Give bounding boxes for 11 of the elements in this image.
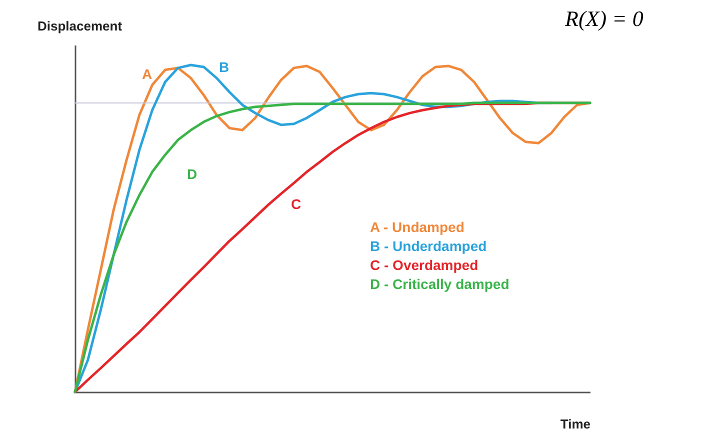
text: A - Undamped — [370, 219, 464, 235]
annotation: D — [186, 166, 198, 182]
annotation: A — [142, 66, 152, 82]
text: R(X) = 0 — [564, 6, 644, 31]
y-axis-title: Displacement — [38, 18, 123, 34]
x-axis-title: Time — [560, 416, 590, 432]
text: B - Underdamped — [370, 238, 487, 254]
annotation: B — [218, 59, 230, 75]
text: C - Overdamped — [370, 257, 478, 273]
annotation: C — [290, 196, 302, 212]
text: D - Critically damped — [370, 276, 510, 292]
